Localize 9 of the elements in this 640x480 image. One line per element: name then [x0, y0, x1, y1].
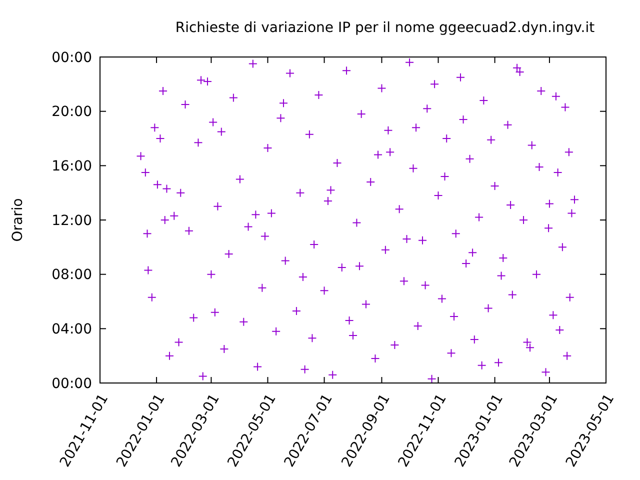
chart-title: Richieste di variazione IP per il nome ggeecuad2.dyn.ingv.it: [175, 20, 596, 36]
y-tick-label: 04:00: [52, 322, 92, 338]
y-tick-label: 12:00: [52, 212, 92, 229]
y-tick-label: 00:00: [52, 376, 92, 392]
y-tick-label: 20:00: [52, 104, 92, 120]
y-tick-label: 00:00: [52, 50, 92, 66]
y-tick-label: 08:00: [52, 267, 92, 284]
y-axis-title: Orario: [10, 198, 26, 242]
y-tick-label: 16:00: [52, 158, 92, 175]
